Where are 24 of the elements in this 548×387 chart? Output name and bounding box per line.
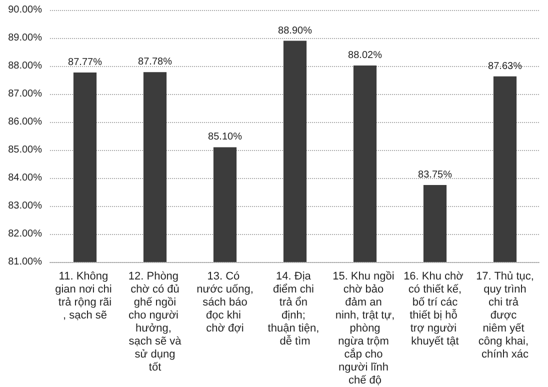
y-tick-label: 87.00%: [8, 88, 42, 100]
y-tick-label: 86.00%: [8, 116, 42, 128]
y-tick-label: 89.00%: [8, 32, 42, 44]
x-tick-label: 11. Không gian nơi chi trả rộng rãi, sạch sẽ: [55, 270, 115, 322]
data-label: 83.75%: [418, 170, 452, 180]
x-tick-label: 16. Khu chờ có thiết kế, bố trí các thiết bị hỗ trợ người khuyết tật: [404, 270, 466, 348]
y-tick-label: 90.00%: [8, 4, 42, 16]
x-tick-label: 12. Phòng chờ có đủ ghế ngồi cho người hưởng, sạch sẽ và sử dụng tốt: [128, 270, 182, 374]
x-tick-label: 13. Có nước uống, sách báo đọc khi chờ đợi: [196, 270, 254, 334]
y-tick-label: 81.00%: [8, 256, 42, 268]
category-label: 15. Khu ngồi chờ bảo đảm an ninh, trật tự, phòng ngừa trộm cắp cho người lĩnh chế độ: [332, 270, 395, 386]
x-tick-label: 17. Thủ tục, quy trình chi trả được niêm yết công khai, chính xác: [476, 270, 534, 360]
x-tick-label: 14. Địa điểm chi trả ổn định; thuận tiện, dễ tìm: [268, 270, 322, 348]
y-tick-label: 82.00%: [8, 228, 42, 240]
data-label: 87.77%: [68, 56, 102, 68]
y-tick-label: 88.00%: [8, 60, 42, 72]
data-label: 85.10%: [208, 132, 242, 143]
data-label: 87.63%: [488, 60, 522, 72]
data-label: 87.78%: [138, 56, 172, 68]
y-tick-label: 84.00%: [8, 172, 42, 184]
y-tick-label: 83.00%: [8, 200, 42, 212]
y-tick-label: 85.00%: [8, 144, 42, 156]
data-label: 88.02%: [348, 50, 382, 61]
data-label: 88.90%: [278, 25, 312, 36]
